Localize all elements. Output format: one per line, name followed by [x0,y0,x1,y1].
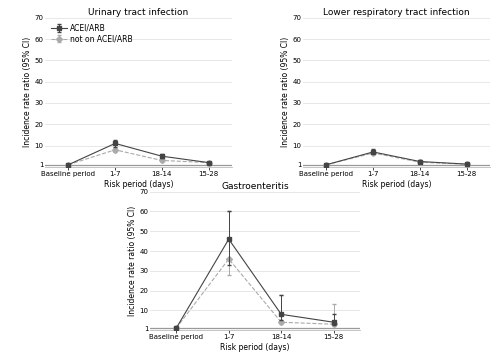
Title: Gastroenteritis: Gastroenteritis [221,182,289,191]
X-axis label: Risk period (days): Risk period (days) [104,180,173,189]
Legend: ACEI/ARB, not on ACEI/ARB: ACEI/ARB, not on ACEI/ARB [50,23,133,44]
X-axis label: Risk period (days): Risk period (days) [362,180,432,189]
X-axis label: Risk period (days): Risk period (days) [220,343,290,352]
Title: Lower respiratory tract infection: Lower respiratory tract infection [323,8,470,17]
Y-axis label: Incidence rate ratio (95% CI): Incidence rate ratio (95% CI) [23,37,32,147]
Y-axis label: Incidence rate ratio (95% CI): Incidence rate ratio (95% CI) [281,37,290,147]
Y-axis label: Incidence rate ratio (95% CI): Incidence rate ratio (95% CI) [128,206,137,316]
Title: Urinary tract infection: Urinary tract infection [88,8,188,17]
